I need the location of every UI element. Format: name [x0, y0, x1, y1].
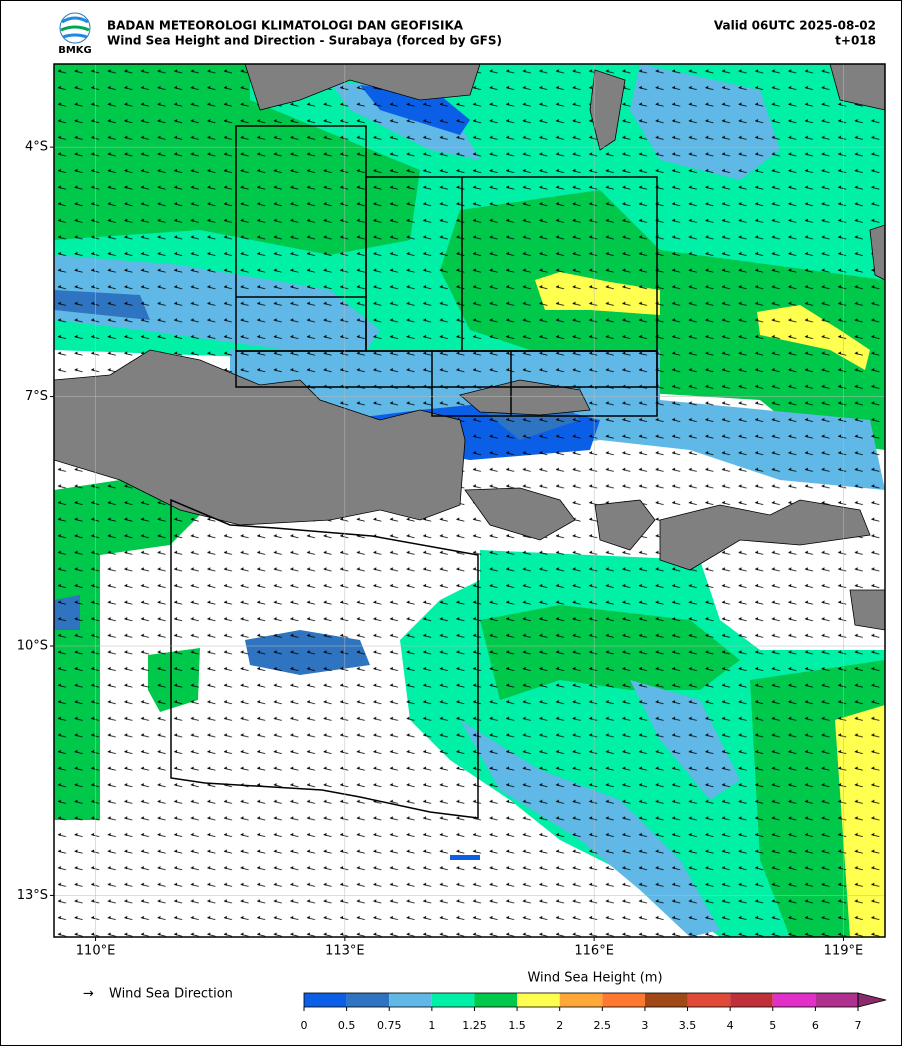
land	[54, 64, 885, 631]
borneo	[244, 64, 481, 111]
colorbar-segment	[687, 993, 731, 1007]
colorbar-tick-label: 0	[301, 1019, 308, 1032]
sulawesi-south	[869, 224, 885, 281]
colorbar: 0 0.5 0.75 1 1.25 1.5 2 2.5 3 3.5 4 5 6 7	[301, 992, 887, 1032]
colorbar-tick-label: 2.5	[594, 1019, 612, 1032]
graticule	[54, 64, 885, 937]
x-tick-label: 110°E	[76, 944, 116, 959]
colorbar-frame	[303, 992, 859, 1008]
colorbar-segment	[772, 993, 816, 1007]
colorbar-segment	[602, 993, 645, 1007]
sulawesi	[829, 64, 885, 111]
colorbar-title: Wind Sea Height (m)	[527, 971, 662, 986]
y-tick-label: 7°S	[25, 389, 48, 404]
colorbar-segment	[346, 993, 390, 1007]
colorbar-tick-label: 4	[727, 1019, 734, 1032]
valid-time: Valid 06UTC 2025-08-02	[714, 19, 876, 33]
sumbawa	[659, 499, 871, 571]
subtitle: Wind Sea Height and Direction - Surabaya…	[107, 34, 502, 48]
colorbar-tick-label: 0.75	[377, 1019, 402, 1032]
y-tick-label: 4°S	[25, 140, 48, 155]
logo: BMKG	[58, 12, 92, 56]
colorbar-tick-label: 7	[855, 1019, 862, 1032]
colorbar-segment	[304, 993, 347, 1007]
x-tick-label: 116°E	[574, 944, 614, 959]
y-tick-label: 10°S	[17, 639, 48, 654]
map	[54, 64, 885, 937]
legend-label: Wind Sea Direction	[109, 987, 233, 1002]
colorbar-tick-label: 1	[428, 1019, 435, 1032]
lead-time: t+018	[835, 34, 876, 48]
x-tick-label: 119°E	[824, 944, 864, 959]
domain-boxes	[170, 125, 658, 819]
colorbar-tick-label: 2	[556, 1019, 563, 1032]
map-frame	[53, 63, 886, 938]
colorbar-segment	[431, 993, 475, 1007]
colorbar-tick-label: 6	[812, 1019, 819, 1032]
logo-text: BMKG	[58, 45, 92, 56]
colorbar-segment	[730, 993, 773, 1007]
colorbar-tick-label: 3	[641, 1019, 648, 1032]
colorbar-tick-label: 3.5	[679, 1019, 697, 1032]
sumba	[849, 589, 885, 631]
y-tick-label: 13°S	[17, 888, 48, 903]
colorbar-tick-label: 1.25	[462, 1019, 487, 1032]
colorbar-segment	[644, 993, 688, 1007]
colorbar-segment	[389, 993, 432, 1007]
colorbar-tick-label: 0.5	[338, 1019, 356, 1032]
madura	[459, 379, 591, 416]
title: BADAN METEOROLOGI KLIMATOLOGI DAN GEOFIS…	[107, 19, 464, 33]
x-tick-label: 113°E	[325, 944, 365, 959]
colorbar-tick-label: 5	[769, 1019, 776, 1032]
colorbar-segment	[474, 993, 518, 1007]
colorbar-tick-label: 1.5	[508, 1019, 526, 1032]
colorbar-segment	[815, 993, 858, 1007]
lombok	[594, 499, 656, 551]
colorbar-segment	[517, 993, 560, 1007]
legend-arrow: →	[83, 987, 94, 1002]
colorbar-segment	[559, 993, 603, 1007]
java	[54, 349, 466, 526]
bali	[464, 487, 576, 541]
island	[589, 69, 626, 151]
